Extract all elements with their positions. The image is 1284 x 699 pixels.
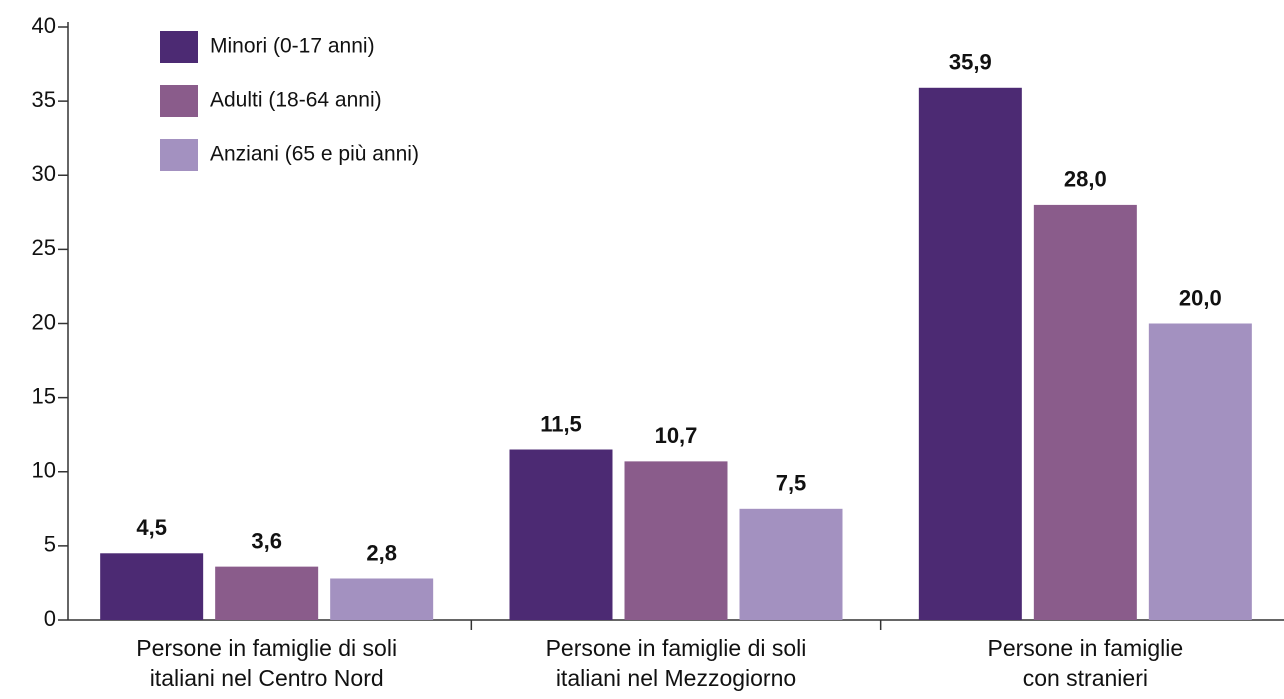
bar (918, 87, 1022, 621)
bar (624, 461, 728, 620)
legend-swatch (160, 31, 198, 63)
x-tick-label: italiani nel Mezzogiorno (556, 665, 796, 691)
y-tick-label: 10 (32, 458, 56, 483)
bar (215, 566, 319, 620)
bar (1033, 204, 1137, 620)
y-tick-label: 40 (32, 13, 56, 38)
y-tick-label: 25 (32, 235, 56, 260)
bar (509, 449, 613, 620)
legend-swatch (160, 139, 198, 171)
bar (1148, 323, 1252, 620)
value-label: 10,7 (655, 423, 698, 448)
x-tick-label: Persone in famiglie di soli (546, 635, 807, 661)
value-label: 4,5 (136, 515, 167, 540)
value-label: 28,0 (1064, 167, 1107, 192)
legend-label: Adulti (18-64 anni) (210, 89, 382, 112)
value-label: 2,8 (366, 540, 397, 565)
y-tick-label: 20 (32, 309, 56, 334)
value-label: 11,5 (540, 411, 582, 436)
legend-label: Anziani (65 e più anni) (210, 143, 419, 166)
bar (330, 578, 434, 620)
x-tick-label: italiani nel Centro Nord (150, 665, 384, 691)
x-tick-label: con stranieri (1023, 665, 1148, 691)
legend-label: Minori (0-17 anni) (210, 35, 375, 58)
y-tick-label: 0 (44, 606, 56, 631)
bar (739, 508, 843, 620)
bar (100, 553, 204, 620)
y-tick-label: 35 (32, 87, 56, 112)
value-label: 3,6 (251, 528, 282, 553)
value-label: 7,5 (776, 471, 807, 496)
y-tick-label: 15 (32, 383, 56, 408)
legend-swatch (160, 85, 198, 117)
value-label: 20,0 (1179, 285, 1222, 310)
y-tick-label: 5 (44, 532, 56, 557)
x-tick-label: Persone in famiglie (988, 635, 1184, 661)
y-tick-label: 30 (32, 161, 56, 186)
x-tick-label: Persone in famiglie di soli (136, 635, 397, 661)
value-label: 35,9 (949, 50, 992, 75)
